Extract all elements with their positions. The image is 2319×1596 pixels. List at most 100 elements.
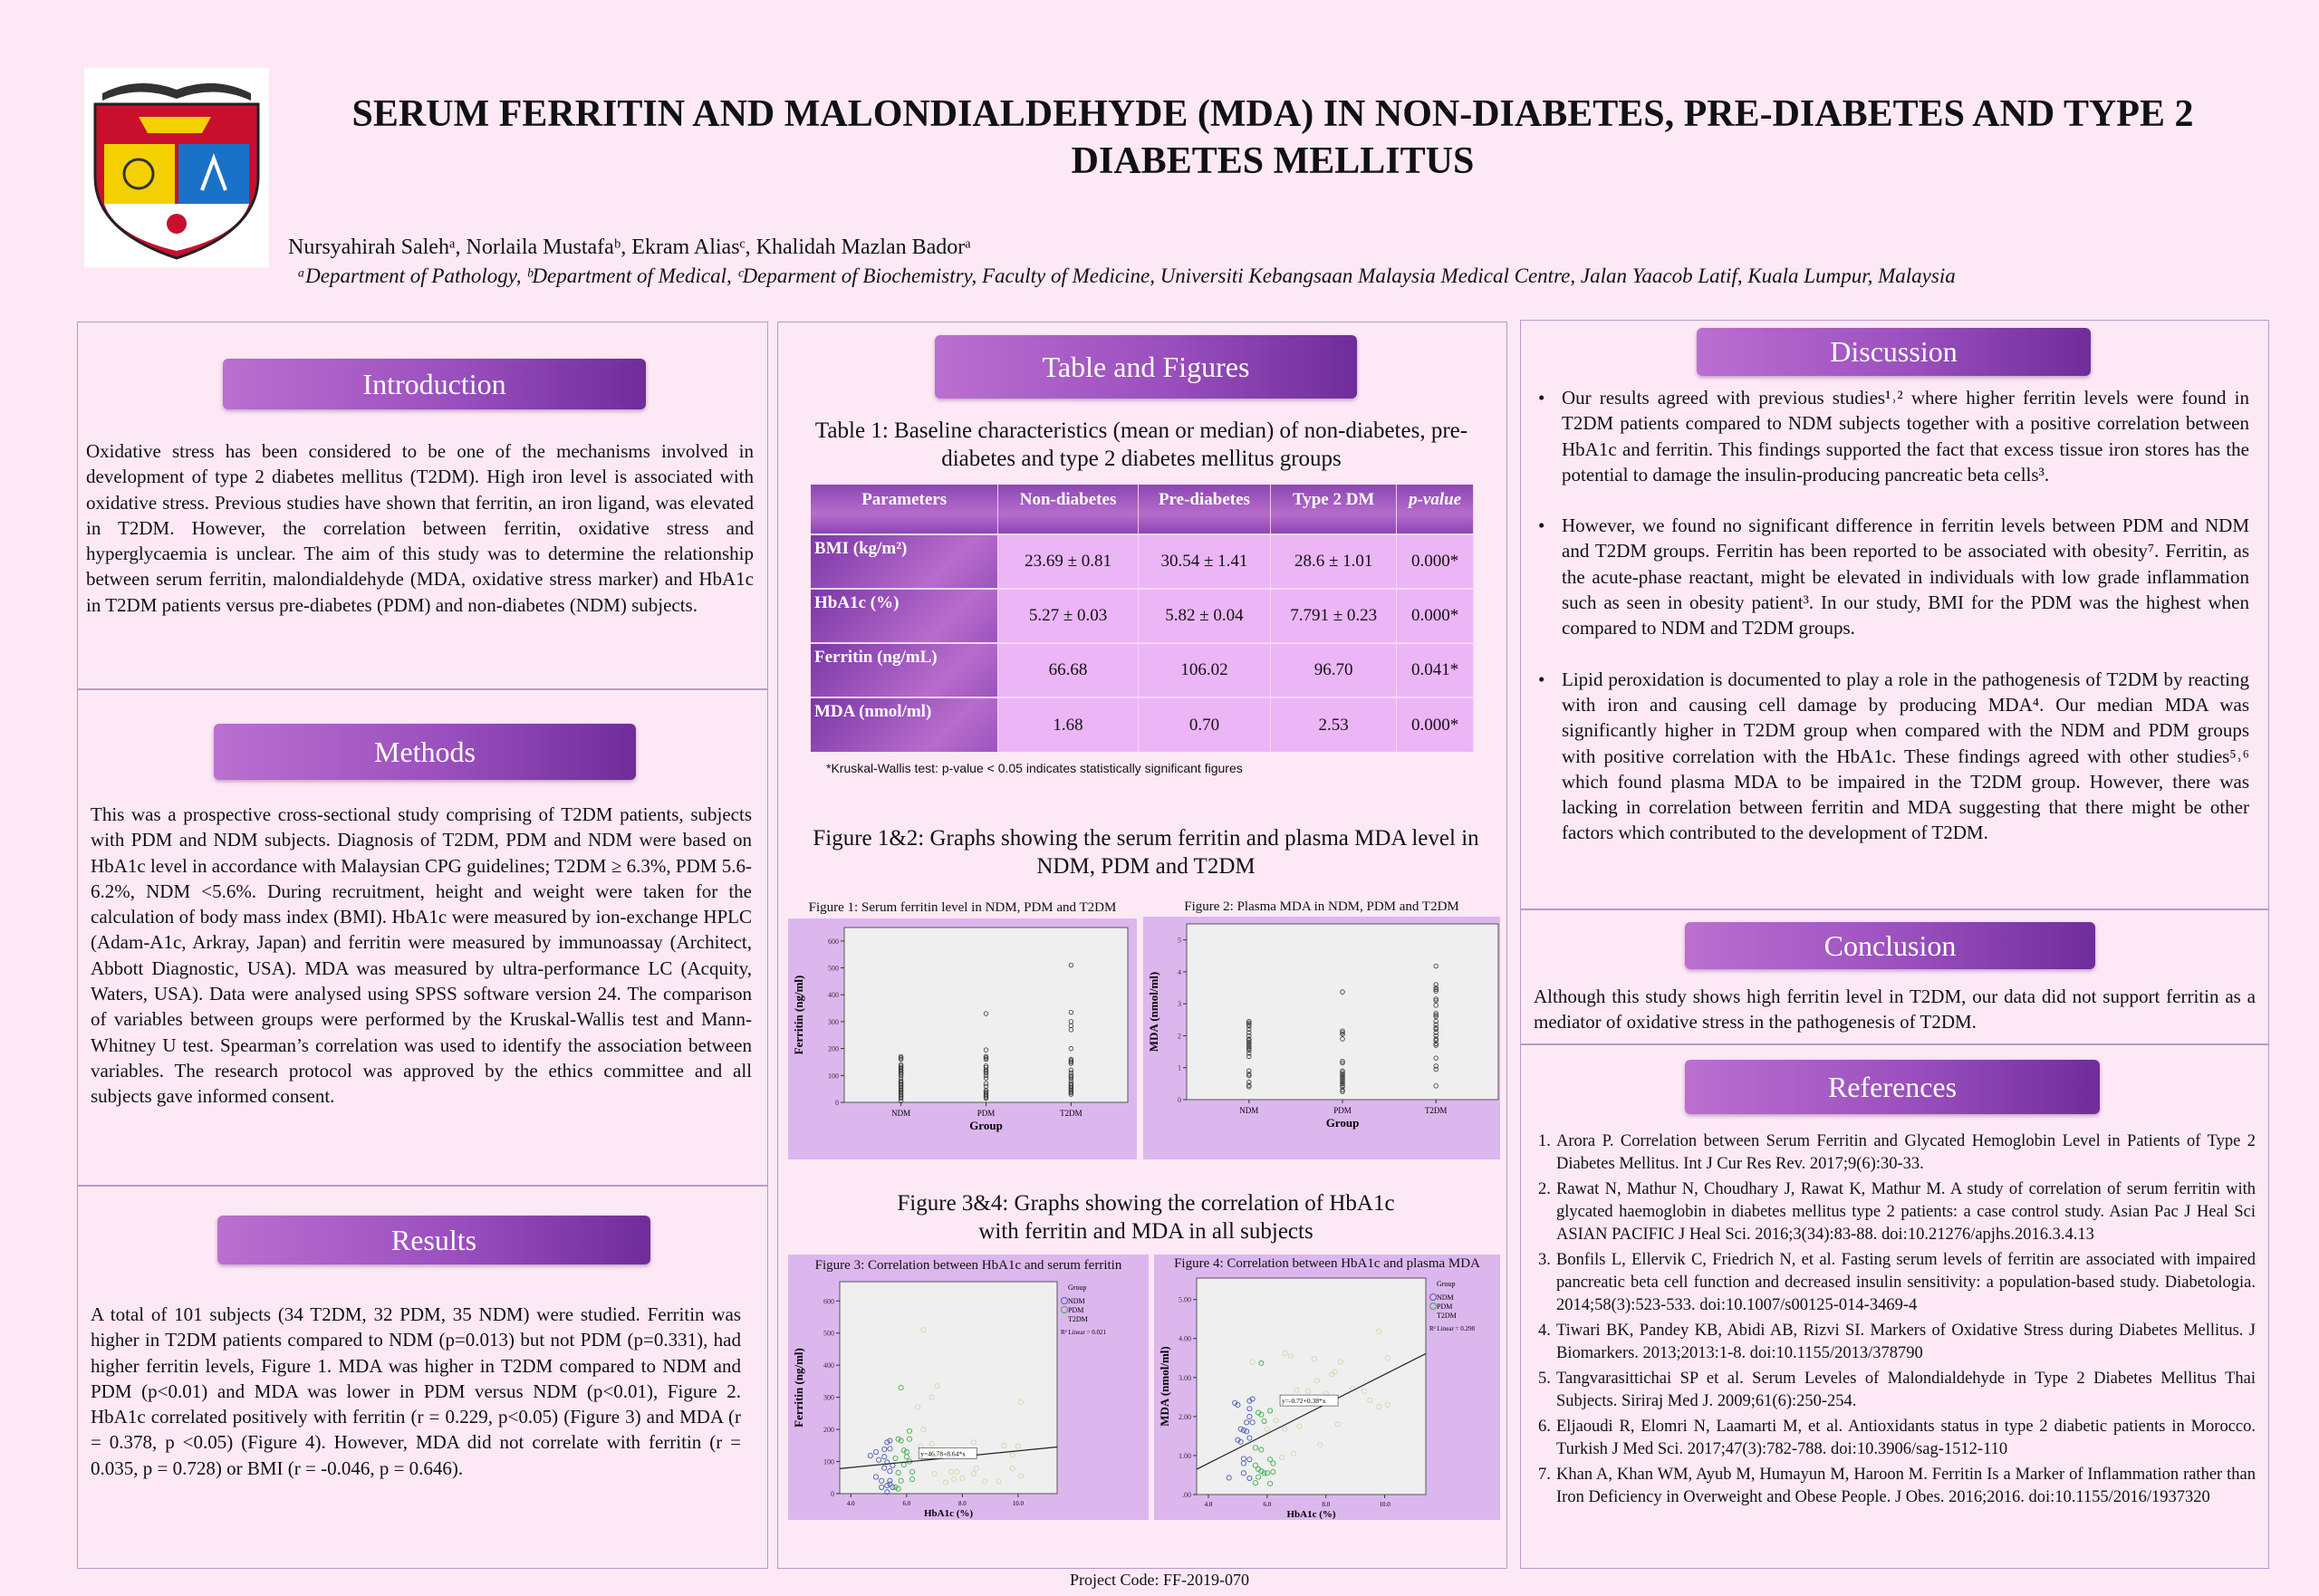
x-tick-label: NDM: [1239, 1106, 1258, 1115]
data-point: [1246, 1041, 1252, 1046]
reference-item: 3. Bonfils L, Ellervik C, Friedrich N, et…: [1538, 1249, 2256, 1317]
data-point: [1068, 1075, 1074, 1081]
data-point: [876, 1457, 882, 1463]
results-heading: Results: [217, 1216, 650, 1264]
data-point: [881, 1447, 888, 1453]
data-point: [1240, 1427, 1246, 1433]
y-tick-label: 0: [1178, 1096, 1181, 1104]
column-header: Parameters: [811, 485, 999, 534]
data-point: [983, 1053, 989, 1060]
data-point: [1246, 1406, 1253, 1412]
data-point: [898, 1056, 904, 1062]
legend-label: T2DM: [1437, 1312, 1457, 1320]
reference-text: Tangvarasittichai SP et al. Serum Levele…: [1556, 1370, 2256, 1410]
data-point: [1068, 1081, 1074, 1086]
data-point: [895, 1469, 901, 1476]
data-point: [1340, 989, 1345, 995]
data-point: [1340, 1070, 1345, 1075]
table-cell: 2.53: [1270, 697, 1398, 752]
data-point: [1246, 1045, 1252, 1052]
chart-title: Figure 2: Plasma MDA in NDM, PDM and T2D…: [1143, 897, 1500, 917]
data-point: [1246, 1044, 1252, 1050]
data-point: [954, 1468, 960, 1475]
data-point: [970, 1439, 977, 1446]
table-header-row: Parameters Non-diabetes Pre-diabetes Typ…: [811, 485, 1474, 534]
table-cell: 96.70: [1270, 642, 1398, 697]
reference-number: 6.: [1538, 1418, 1551, 1436]
table-cell: 23.69 ± 0.81: [997, 534, 1139, 589]
poster-title: SERUM FERRITIN AND MALONDIALDEHYDE (MDA)…: [351, 93, 2194, 182]
table-figures-heading: Table and Figures: [935, 335, 1357, 399]
data-point: [1282, 1351, 1288, 1357]
table-cell: 30.54 ± 1.41: [1138, 534, 1272, 589]
data-point: [1334, 1421, 1341, 1428]
data-point: [1340, 1082, 1345, 1088]
data-point: [1270, 1460, 1276, 1466]
legend-title: Group: [1068, 1284, 1086, 1292]
x-tick-label: 4.0: [1205, 1501, 1213, 1508]
data-point: [1384, 1401, 1390, 1409]
figure-2: Figure 2: Plasma MDA in NDM, PDM and T2D…: [1143, 897, 1500, 1159]
data-point: [898, 1477, 904, 1484]
legend-marker: [1061, 1297, 1068, 1304]
data-point: [1340, 1060, 1345, 1066]
divider: [1520, 1043, 2269, 1045]
data-point: [1246, 1018, 1252, 1024]
figure-4: Figure 4: Correlation between HbA1c and …: [1154, 1255, 1500, 1520]
data-point: [1068, 1045, 1074, 1052]
introduction-heading: Introduction: [223, 359, 646, 409]
data-point: [1244, 1428, 1250, 1435]
data-point: [1340, 1031, 1345, 1037]
data-point: [1246, 1030, 1252, 1035]
data-point: [1226, 1475, 1232, 1481]
data-point: [879, 1477, 885, 1484]
data-point: [1340, 1058, 1345, 1064]
data-point: [1290, 1450, 1297, 1457]
y-tick-label: 5: [1178, 937, 1181, 945]
data-point: [983, 1056, 989, 1062]
legend-marker: [1429, 1303, 1437, 1310]
reference-number: 1.: [1538, 1132, 1551, 1150]
data-point: [884, 1489, 890, 1495]
y-axis-label: MDA (nmol/ml): [1158, 1346, 1171, 1426]
data-point: [1237, 1426, 1244, 1432]
data-point: [900, 1447, 907, 1454]
y-tick-label: 300: [828, 1018, 839, 1026]
data-point: [1433, 986, 1439, 993]
data-point: [1246, 1072, 1252, 1077]
figures-1-2-caption: Figure 1&2: Graphs showing the serum fer…: [813, 826, 1479, 879]
data-point: [895, 1485, 901, 1492]
x-axis-label: Group: [1326, 1116, 1360, 1130]
fit-label-box: [1279, 1394, 1339, 1407]
figure-4-chart: .00 1.00 2.00 3.00 4.00 5.00 MDA (nmol/ml) 4.0 6…: [1158, 1277, 1475, 1520]
data-point: [879, 1484, 885, 1490]
data-point: [1246, 1457, 1253, 1463]
data-point: [1340, 1079, 1345, 1085]
y-tick-label: 600: [823, 1297, 834, 1305]
data-point: [1001, 1442, 1007, 1448]
data-point: [983, 1070, 989, 1076]
table-cell: 0.70: [1138, 697, 1272, 752]
reference-number: 3.: [1538, 1251, 1551, 1269]
data-point: [1246, 1068, 1252, 1073]
data-point: [1340, 1076, 1345, 1082]
data-point: [983, 1090, 989, 1096]
table-caption: Table 1: Baseline characteristics (mean …: [814, 418, 1468, 471]
data-point: [1270, 1468, 1276, 1476]
data-point: [898, 1064, 904, 1071]
x-axis-label: Group: [969, 1119, 1003, 1132]
data-point: [1361, 1388, 1367, 1394]
data-point: [1068, 1067, 1074, 1073]
data-point: [1244, 1419, 1250, 1426]
data-point: [1433, 1043, 1439, 1048]
data-point: [1246, 1022, 1252, 1027]
data-point: [890, 1484, 896, 1490]
data-point: [983, 1055, 989, 1061]
data-point: [1246, 1039, 1252, 1045]
data-point: [1246, 1020, 1252, 1026]
data-point: [1305, 1388, 1312, 1394]
y-tick-label: 200: [823, 1426, 834, 1434]
data-point: [1340, 1068, 1345, 1073]
data-point: [915, 1404, 921, 1410]
project-code: Project Code: FF-2019-070: [1070, 1571, 1249, 1589]
